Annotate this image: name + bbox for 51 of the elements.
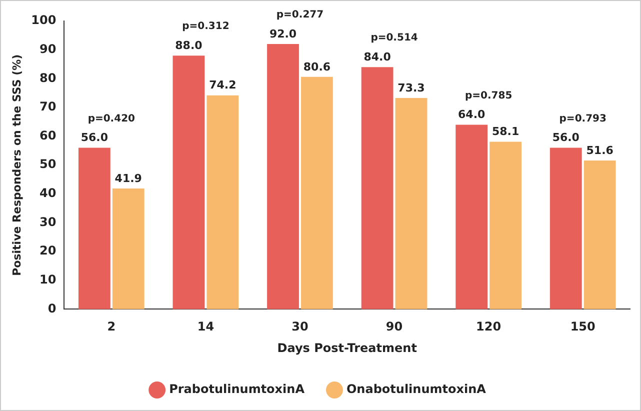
- bar: [456, 124, 488, 310]
- y-tick-label: 20: [40, 244, 56, 258]
- x-tick-label: 90: [386, 320, 403, 334]
- y-tick-label: 0: [48, 301, 56, 316]
- y-tick-label: 60: [40, 128, 56, 142]
- bar: [206, 95, 239, 310]
- y-tick-label: 40: [40, 186, 56, 200]
- text: 92.0: [269, 27, 297, 40]
- text: 58.1: [492, 125, 520, 138]
- text: 88.0: [175, 38, 202, 52]
- y-axis-title: Positive Responders on the SSS (%): [10, 54, 24, 276]
- y-tick-label: 30: [40, 214, 56, 229]
- x-tick-label: 14: [197, 320, 214, 334]
- annotation: p=0.420: [88, 113, 136, 124]
- text: 56.0: [80, 131, 108, 144]
- bar: [361, 67, 394, 310]
- y-tick-label: 90: [40, 42, 56, 56]
- y-tick-label: 100: [31, 13, 56, 28]
- x-tick-label: 120: [476, 320, 502, 334]
- bar: [172, 56, 205, 310]
- bar: [490, 142, 522, 310]
- bar: [267, 44, 299, 310]
- y-tick-label: 50: [40, 157, 56, 172]
- annotation: p=0.514: [370, 32, 418, 44]
- x-tick-label: 150: [570, 320, 596, 334]
- x-tick-label: 2: [107, 320, 116, 334]
- legend-label: OnabotulinumtoxinA: [346, 382, 487, 396]
- annotation: p=0.312: [182, 21, 230, 32]
- text: 73.3: [398, 81, 425, 94]
- bar: [78, 148, 110, 310]
- x-tick-label: 30: [292, 320, 308, 334]
- y-tick-label: 80: [40, 70, 56, 85]
- annotation: p=0.785: [464, 90, 512, 102]
- legend-label: PrabotulinumtoxinA: [169, 382, 306, 396]
- y-tick-label: 70: [40, 100, 56, 114]
- text: 56.0: [552, 131, 580, 144]
- text: 41.9: [114, 172, 142, 185]
- bar: [584, 160, 616, 310]
- text: 74.2: [209, 78, 236, 92]
- text: 80.6: [303, 60, 331, 74]
- annotation: p=0.277: [276, 10, 324, 21]
- annotation: p=0.793: [559, 113, 606, 124]
- bar: [300, 76, 333, 310]
- bar: [550, 148, 582, 310]
- bar: [395, 98, 428, 310]
- text: 84.0: [364, 50, 391, 64]
- text: 51.6: [586, 144, 614, 157]
- x-axis-title: Days Post-Treatment: [277, 340, 418, 355]
- y-tick-label: 10: [40, 272, 56, 287]
- bar: [112, 188, 144, 310]
- text: 64.0: [458, 108, 486, 122]
